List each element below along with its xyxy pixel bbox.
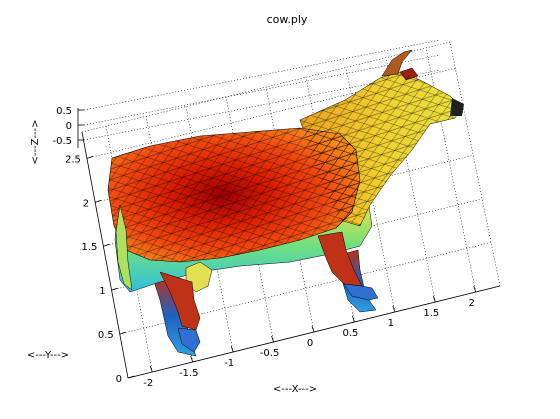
x-tick-mark: [311, 325, 315, 333]
z-tick-label: 0.5: [56, 106, 72, 117]
cow-surface: [107, 49, 464, 357]
x-grid-line: [425, 47, 477, 293]
y-grid-line: [86, 67, 456, 159]
x-tick-label: 1: [388, 318, 394, 329]
y-tick-label: 2.5: [65, 154, 81, 165]
y-tick-label: 1.5: [81, 242, 97, 253]
y-tick-label: 1: [99, 286, 105, 297]
x-tick-mark: [149, 365, 153, 373]
z-grid-line: [83, 39, 441, 111]
z-grid-line: [83, 69, 441, 141]
y-grid-line: [127, 285, 501, 379]
z-tick-label: 0: [66, 121, 72, 132]
y-tick-label: 0.5: [98, 330, 114, 341]
x-tick-label: -0.5: [260, 348, 280, 359]
x-tick-label: 2: [469, 298, 475, 309]
y-tick-label: 2: [83, 198, 89, 209]
y-tick-label: 0: [116, 374, 122, 385]
y-axis-label: <---Y--->: [27, 350, 69, 361]
y-axis-line: [81, 131, 129, 379]
x-tick-mark: [432, 295, 436, 303]
x-tick-label: -2: [143, 378, 153, 389]
side-edge: [449, 41, 501, 287]
x-tick-label: 0.5: [342, 328, 358, 339]
x-tick-label: -1.5: [179, 368, 199, 379]
x-tick-mark: [230, 345, 234, 353]
x-axis-label: <---X--->: [273, 384, 317, 395]
cow-tail: [115, 204, 133, 291]
x-tick-label: 1.5: [423, 308, 439, 319]
x-tick-mark: [190, 355, 194, 363]
x-tick-mark: [352, 315, 355, 323]
cow-muzzle: [450, 98, 464, 116]
chart-title: cow.ply: [267, 13, 308, 26]
z-axis-label: <---Z--->: [30, 119, 41, 164]
x-tick-mark: [473, 285, 477, 293]
hind-hoof: [177, 327, 201, 353]
x-tick-mark: [392, 305, 396, 313]
x-tick-label: -1: [224, 358, 234, 369]
x-tick-mark: [271, 335, 274, 343]
front-hoof: [343, 283, 379, 301]
x-tick-label: 0: [307, 338, 313, 349]
z-grid-line: [83, 54, 441, 126]
z-tick-label: -0.5: [52, 136, 72, 147]
